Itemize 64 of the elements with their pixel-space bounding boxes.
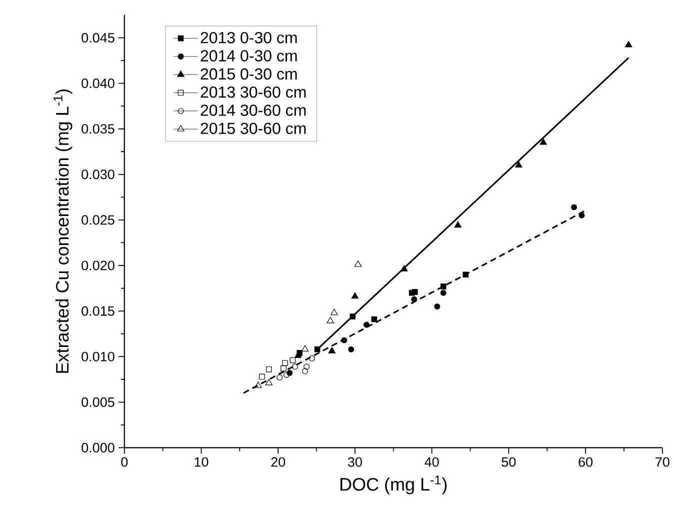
point <box>314 346 320 352</box>
point <box>540 138 547 145</box>
point <box>292 364 298 370</box>
point <box>341 337 348 344</box>
point <box>350 314 356 320</box>
x-tick-label: 30 <box>348 457 362 467</box>
x-tick-label: 20 <box>271 457 286 467</box>
point <box>304 364 310 370</box>
point <box>265 378 272 386</box>
y-tick-label: 0.040 <box>82 78 114 88</box>
y-tick-label: 0.045 <box>82 32 114 43</box>
point <box>284 372 290 378</box>
y-tick-label: 0.000 <box>82 442 114 452</box>
point <box>276 374 283 381</box>
x-tick-label: 0 <box>121 457 128 467</box>
point <box>328 347 336 354</box>
point <box>578 212 585 218</box>
y-tick-label: 0.030 <box>82 170 114 180</box>
point <box>440 284 446 290</box>
point <box>280 366 286 372</box>
point <box>259 374 265 380</box>
x-tick-label: 70 <box>656 457 670 467</box>
y-tick-label: 0.015 <box>82 306 114 316</box>
point <box>254 382 262 388</box>
point <box>515 161 522 168</box>
point <box>301 345 309 352</box>
point <box>412 289 418 295</box>
legend-label: 2015 30-60 cm <box>200 122 306 134</box>
legend-label: 2013 0-30 cm <box>200 32 297 44</box>
point <box>348 346 354 352</box>
point <box>371 316 378 322</box>
point <box>624 40 632 48</box>
point <box>364 322 370 328</box>
point <box>266 366 272 372</box>
point <box>308 355 315 362</box>
point <box>434 304 440 310</box>
x-tick-label: 50 <box>502 457 516 467</box>
legend-label: 2015 0-30 cm <box>200 68 297 80</box>
point <box>411 296 418 302</box>
point <box>290 357 296 364</box>
point <box>571 204 578 210</box>
y-tick-label: 0.010 <box>82 352 114 362</box>
point <box>454 221 462 228</box>
point <box>326 316 334 324</box>
x-tick-label: 10 <box>194 457 208 467</box>
y-tick-label: 0.035 <box>82 124 114 134</box>
point <box>462 272 469 278</box>
legend-label: 2013 30-60 cm <box>200 86 306 98</box>
x-axis-title: DOC (mg L$^{-1}$) <box>340 476 447 494</box>
y-tick-label: 0.020 <box>82 260 114 270</box>
point <box>330 308 338 316</box>
legend-label: 2014 30-60 cm <box>200 104 306 116</box>
point <box>400 265 408 272</box>
y-tick-label: 0.005 <box>82 397 114 407</box>
point <box>351 292 359 299</box>
point <box>354 260 362 267</box>
point <box>302 368 308 374</box>
point <box>440 290 446 296</box>
y-tick-label: 0.025 <box>82 215 114 225</box>
x-tick-label: 60 <box>578 457 593 467</box>
point <box>282 360 288 366</box>
legend-label: 2014 0-30 cm <box>200 50 297 62</box>
x-tick-label: 40 <box>424 457 439 467</box>
y-axis-title: Extracted Cu concentration (mg L$^{-1}$) <box>54 90 72 373</box>
